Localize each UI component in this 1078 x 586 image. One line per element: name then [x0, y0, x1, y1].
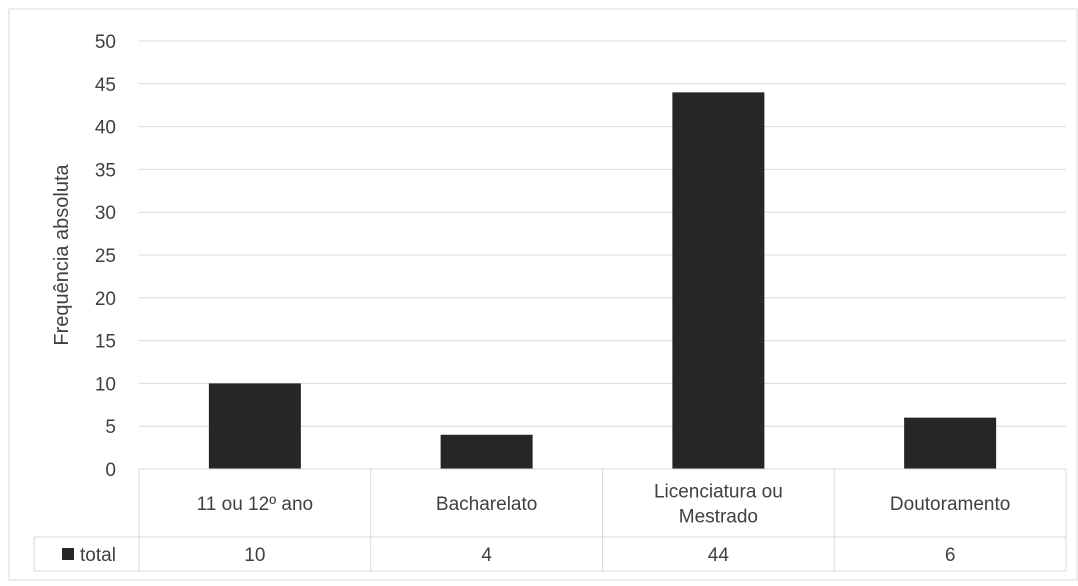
- bar-1: [208, 383, 301, 469]
- data-table: 11 ou 12º ano Bacharelato Licenciatura ou M…: [33, 468, 1067, 572]
- table-value: 4: [481, 545, 492, 566]
- y-axis-label: Frequência absoluta: [51, 164, 73, 346]
- category-label: Bacharelato: [436, 494, 537, 515]
- table-value: 10: [244, 545, 265, 566]
- bars: [208, 92, 997, 470]
- y-tick-label: 50: [95, 32, 116, 53]
- category-label: Doutoramento: [890, 494, 1010, 515]
- table-value: 44: [708, 545, 730, 566]
- table-value: 6: [945, 545, 956, 566]
- bar-2: [440, 434, 533, 469]
- y-tick-label: 35: [95, 160, 116, 181]
- series-name-label: total: [80, 545, 116, 566]
- y-tick-label: 5: [105, 417, 116, 438]
- y-tick-label: 25: [95, 246, 116, 267]
- y-tick-label: 45: [95, 75, 116, 96]
- y-axis-ticks: 0 5 10 15 20 25 30 35 40 45 50: [95, 32, 116, 481]
- category-label: Licenciatura ou Mestrado: [654, 482, 783, 528]
- legend-key-total: [62, 548, 74, 560]
- bar-3: [672, 92, 765, 470]
- y-tick-label: 40: [95, 118, 116, 139]
- y-tick-label: 10: [95, 374, 116, 395]
- category-label: 11 ou 12º ano: [197, 494, 313, 515]
- bar-4: [904, 417, 997, 469]
- y-tick-label: 0: [105, 460, 116, 481]
- y-tick-label: 15: [95, 332, 116, 353]
- y-tick-label: 30: [95, 203, 116, 224]
- y-tick-label: 20: [95, 289, 116, 310]
- chart-border: [8, 8, 1078, 581]
